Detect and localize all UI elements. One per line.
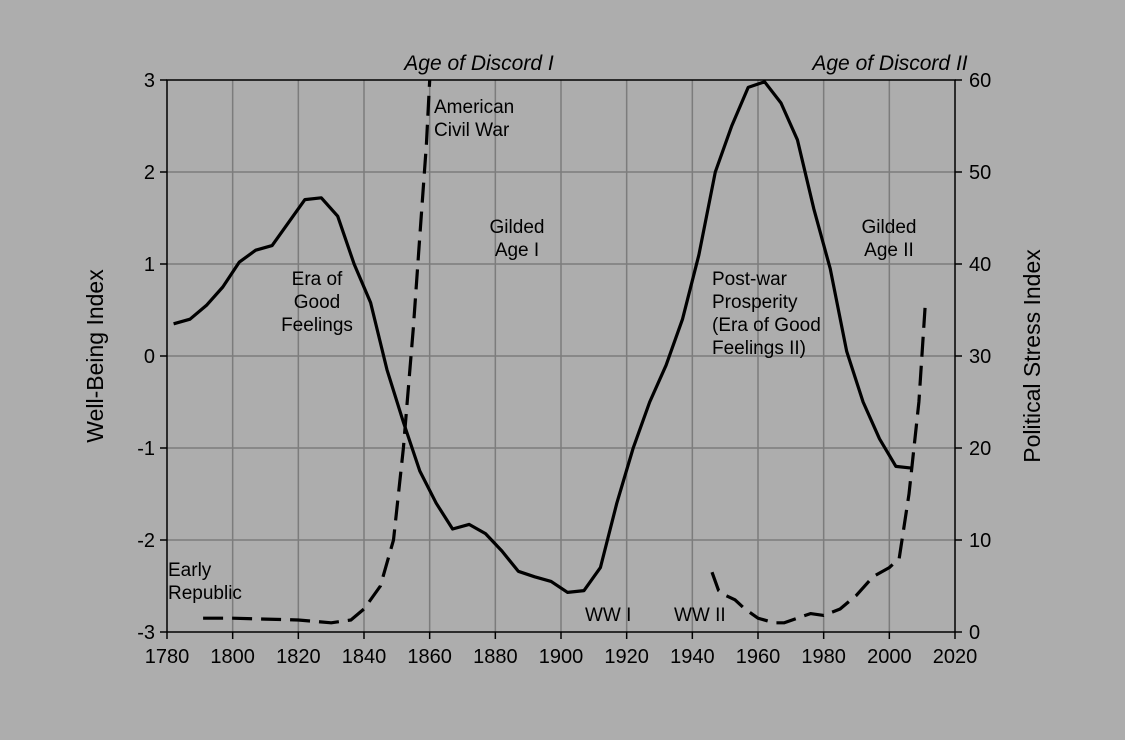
- grid: [167, 80, 955, 632]
- y-tick-label: -2: [137, 530, 155, 552]
- annotation: American Civil War: [434, 97, 514, 141]
- y2-tick-label: 0: [969, 622, 980, 644]
- annotation-line: Civil War: [434, 120, 510, 141]
- annotation-line: Feelings II): [712, 338, 806, 359]
- x-tick-label: 1820: [276, 646, 321, 668]
- annotation-line: Gilded: [862, 217, 917, 238]
- y-tick-label: 2: [144, 162, 155, 184]
- annotation-line: Age I: [495, 240, 539, 261]
- annotation-line: Good: [294, 292, 340, 313]
- series-lines: [173, 79, 928, 625]
- plot-frame: [166, 79, 956, 633]
- era-label-age-of-discord-1: Age of Discord I: [402, 52, 554, 75]
- x-tick-label: 1860: [407, 646, 452, 668]
- y-axis-label-left: Well-Being Index: [82, 269, 108, 443]
- axes: [160, 79, 962, 639]
- x-tick-label: 1960: [736, 646, 781, 668]
- annotation-line: Early: [168, 560, 212, 581]
- annotation-line: Gilded: [490, 217, 545, 238]
- x-tick-label: 2000: [867, 646, 912, 668]
- x-tick-label: 1940: [670, 646, 715, 668]
- tick-labels: 1780 1800 1820 1840 1860 1880 1900 1920 1940 1960…: [137, 70, 991, 668]
- annotation-line: WW II: [674, 605, 726, 626]
- annotation-line: WW I: [585, 605, 631, 626]
- annotation: WW I: [585, 605, 631, 626]
- y2-tick-label: 20: [969, 438, 991, 460]
- y-tick-label: -1: [137, 438, 155, 460]
- y2-tick-label: 30: [969, 346, 991, 368]
- x-tick-label: 1780: [145, 646, 190, 668]
- annotation: Early Republic: [168, 560, 242, 604]
- annotation-line: Prosperity: [712, 292, 798, 313]
- x-tick-label: 1880: [473, 646, 518, 668]
- annotation: Gilded Age II: [862, 217, 917, 261]
- y2-tick-label: 10: [969, 530, 991, 552]
- y-tick-label: 1: [144, 254, 155, 276]
- annotation-line: Republic: [168, 583, 242, 604]
- x-tick-label: 1800: [210, 646, 255, 668]
- annotation-line: Age II: [864, 240, 914, 261]
- y-axis-label-right: Political Stress Index: [1019, 249, 1045, 463]
- y-tick-label: 0: [144, 346, 155, 368]
- x-tick-label: 1900: [539, 646, 584, 668]
- annotation: WW II: [674, 605, 726, 626]
- annotation-line: Era of: [292, 269, 343, 290]
- y-tick-label: 3: [144, 70, 155, 92]
- x-tick-label: 2020: [933, 646, 978, 668]
- annotation-line: Post-war: [712, 269, 788, 290]
- y2-tick-label: 40: [969, 254, 991, 276]
- annotation-line: Feelings: [281, 315, 353, 336]
- era-label-age-of-discord-2: Age of Discord II: [810, 52, 967, 75]
- x-tick-label: 1980: [801, 646, 846, 668]
- political-stress-line-2: [710, 300, 928, 625]
- annotation: Post-war Prosperity (Era of Good Feelings I…: [712, 269, 821, 359]
- x-tick-label: 1840: [342, 646, 387, 668]
- x-tick-label: 1920: [604, 646, 649, 668]
- y2-tick-label: 50: [969, 162, 991, 184]
- well-being-line: [173, 80, 913, 595]
- y2-tick-label: 60: [969, 70, 991, 92]
- annotation: Era of Good Feelings: [281, 269, 353, 336]
- political-stress-line-1: [203, 79, 432, 625]
- annotation: Gilded Age I: [490, 217, 545, 261]
- y-tick-label: -3: [137, 622, 155, 644]
- annotation-line: American: [434, 97, 514, 118]
- annotation-line: (Era of Good: [712, 315, 821, 336]
